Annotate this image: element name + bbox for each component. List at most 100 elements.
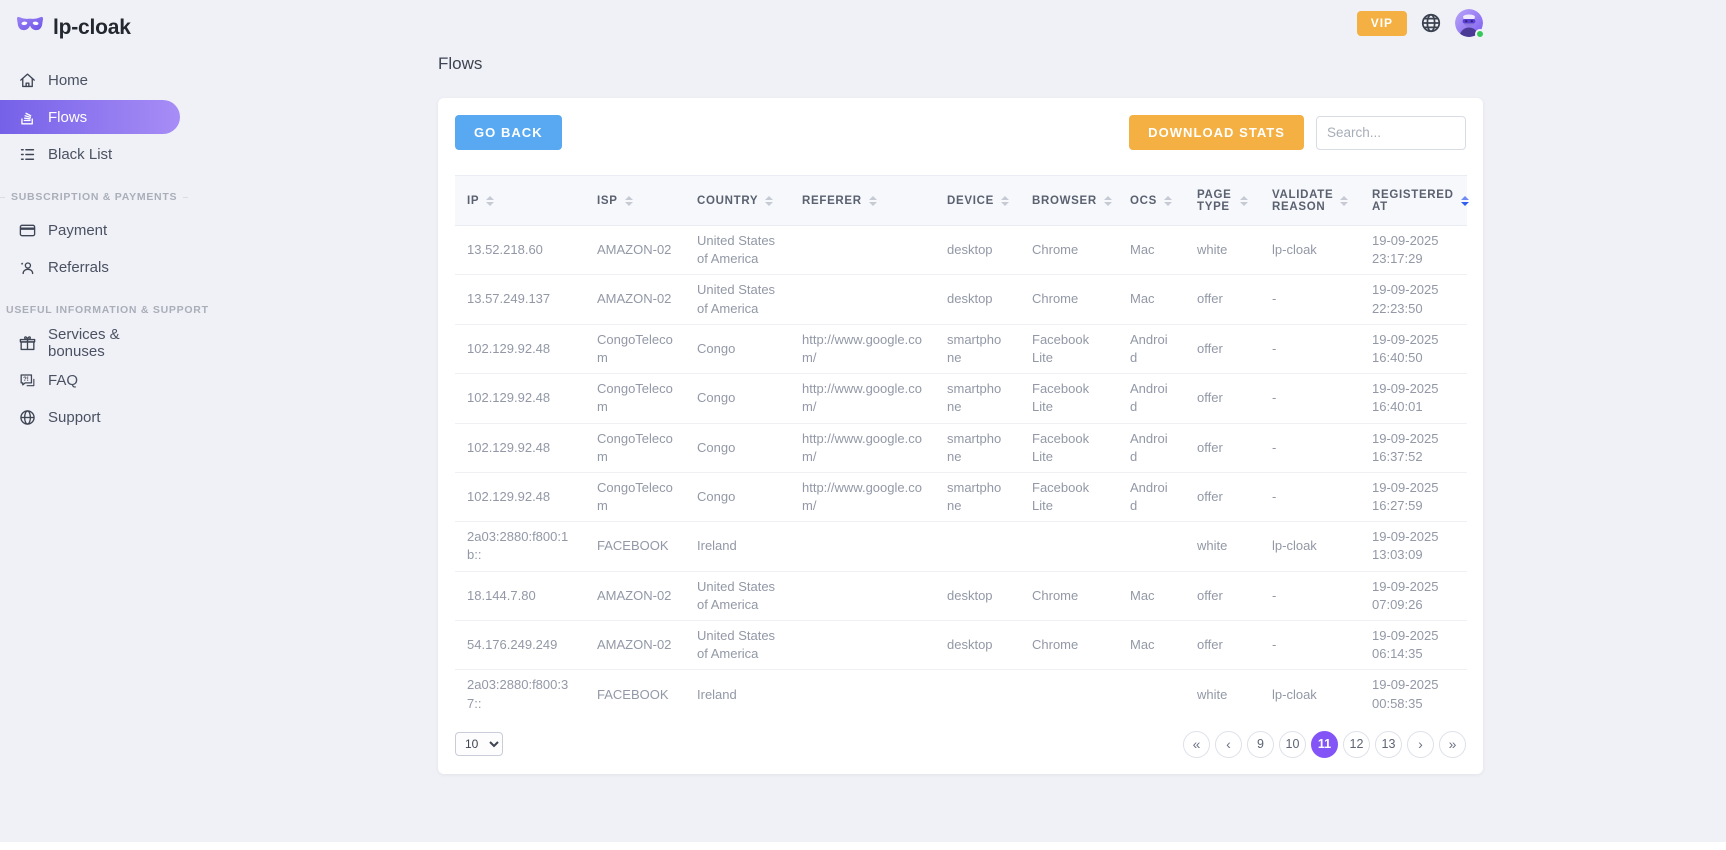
cell-ocs: Android (1118, 324, 1185, 375)
sort-icon (486, 195, 495, 206)
cell-validate-reason: lp-cloak (1260, 225, 1360, 276)
col-header-country[interactable]: COUNTRY (685, 175, 790, 226)
sort-icon (868, 195, 877, 206)
sidebar-item-faq[interactable]: ?! FAQ (0, 363, 180, 397)
col-header-validate-reason[interactable]: VALIDATE REASON (1260, 175, 1360, 226)
cell-registered-at: 19-09-2025 16:27:59 (1360, 472, 1467, 523)
cell-device: desktop (935, 225, 1020, 276)
cell-ocs: Mac (1118, 620, 1185, 671)
first-page-button[interactable]: « (1183, 730, 1210, 758)
sidebar-item-label: Black List (48, 145, 113, 163)
table-row: 18.144.7.80 AMAZON-02 United States of A… (455, 571, 1467, 622)
cell-validate-reason: - (1260, 423, 1360, 473)
download-stats-button[interactable]: DOWNLOAD STATS (1129, 115, 1304, 150)
sort-icon-active (1460, 195, 1469, 206)
cell-isp: CongoTelecom (585, 423, 685, 473)
cell-registered-at: 19-09-2025 00:58:35 (1372, 677, 1439, 711)
brand: lp-cloak (0, 8, 200, 51)
page-button-10[interactable]: 10 (1279, 730, 1306, 758)
cell-isp: AMAZON-02 (585, 274, 685, 325)
flows-card: GO BACK DOWNLOAD STATS IP (438, 98, 1483, 774)
sidebar-item-referrals[interactable]: Referrals (0, 250, 180, 284)
list-icon (20, 148, 35, 160)
sidebar-item-label: Payment (48, 221, 108, 239)
content: Flows GO BACK DOWNLOAD STATS (438, 54, 1483, 774)
cell-browser: Facebook Lite (1020, 324, 1118, 375)
cell-ip: 2a03:2880:f800:37:: (467, 677, 569, 711)
col-header-ip[interactable]: IP (455, 175, 585, 226)
cell-referer (790, 571, 935, 622)
sidebar: lp-cloak Home Flows Black List SUBSCRIPT… (0, 0, 208, 774)
prev-page-button[interactable]: ‹ (1215, 730, 1242, 758)
cell-device: desktop (935, 274, 1020, 325)
cell-device: smartphone (935, 472, 1020, 523)
cell-browser: Facebook Lite (1020, 472, 1118, 523)
cell-device: smartphone (935, 324, 1020, 375)
col-header-device[interactable]: DEVICE (935, 175, 1020, 226)
cell-ip: 13.57.249.137 (455, 274, 585, 325)
cell-registered-at: 19-09-2025 06:14:35 (1360, 620, 1467, 671)
col-header-referer[interactable]: REFERER (790, 175, 935, 226)
cell-page-type: offer (1185, 423, 1260, 473)
cell-ocs: Android (1118, 472, 1185, 523)
globe-icon (1421, 13, 1441, 33)
cell-page-type: white (1185, 225, 1260, 276)
cell-device: desktop (935, 620, 1020, 671)
cell-referer: http://www.google.com/ (790, 324, 935, 375)
cell-validate-reason: lp-cloak (1260, 521, 1360, 572)
search-input[interactable] (1316, 115, 1466, 150)
table-row: 13.57.249.137 AMAZON-02 United States of… (455, 274, 1467, 325)
col-header-isp[interactable]: ISP (585, 175, 685, 226)
cell-browser: Facebook Lite (1020, 373, 1118, 424)
vip-button[interactable]: VIP (1356, 10, 1407, 36)
col-header-ocs[interactable]: OCS (1118, 175, 1185, 226)
cell-referer (790, 274, 935, 325)
cell-referer (790, 670, 935, 719)
cell-device: smartphone (935, 373, 1020, 424)
go-back-button[interactable]: GO BACK (455, 115, 562, 150)
cell-device: smartphone (935, 423, 1020, 473)
card-toolbar: GO BACK DOWNLOAD STATS (455, 115, 1466, 150)
cell-page-type: offer (1185, 571, 1260, 622)
flows-table: IP ISP COUNTRY REFERER DEVICE BROWSER OC… (455, 175, 1469, 719)
flows-stack-icon (21, 112, 33, 125)
sidebar-item-black-list[interactable]: Black List (0, 137, 180, 171)
table-row: 13.52.218.60 AMAZON-02 United States of … (455, 225, 1467, 276)
sidebar-item-support[interactable]: Support (0, 400, 180, 434)
app: lp-cloak Home Flows Black List SUBSCRIPT… (0, 0, 1498, 774)
cell-country: United States of America (685, 274, 790, 325)
col-header-registered-at[interactable]: REGISTERED AT (1360, 175, 1469, 226)
cell-ip: 102.129.92.48 (455, 423, 585, 473)
last-page-button[interactable]: » (1439, 730, 1466, 758)
sidebar-item-flows[interactable]: Flows (0, 100, 180, 134)
cell-registered-at: 19-09-2025 07:09:26 (1360, 571, 1467, 622)
col-header-browser[interactable]: BROWSER (1020, 175, 1118, 226)
cell-browser: Chrome (1020, 571, 1118, 622)
cell-browser (1020, 521, 1118, 572)
col-header-page-type[interactable]: PAGE TYPE (1185, 175, 1260, 226)
page-button-12[interactable]: 12 (1343, 730, 1370, 758)
page-button-13[interactable]: 13 (1375, 730, 1402, 758)
language-globe-button[interactable] (1420, 12, 1442, 34)
cell-ip: 102.129.92.48 (455, 472, 585, 523)
user-avatar[interactable] (1455, 9, 1485, 39)
cell-validate-reason: - (1260, 472, 1360, 523)
cell-ip: 102.129.92.48 (455, 324, 585, 375)
cell-registered-at: 19-09-2025 16:40:01 (1360, 373, 1467, 424)
page-button-11-active[interactable]: 11 (1311, 730, 1338, 758)
cell-ocs (1118, 670, 1185, 719)
page-size-select[interactable]: 10 (455, 732, 503, 757)
cell-isp: CongoTelecom (585, 373, 685, 424)
cell-country: United States of America (685, 620, 790, 671)
topbar: VIP (200, 0, 1498, 40)
sidebar-item-home[interactable]: Home (0, 63, 180, 97)
cell-country: Congo (685, 472, 790, 523)
cell-page-type: offer (1185, 324, 1260, 375)
next-page-button[interactable]: › (1407, 730, 1434, 758)
cell-validate-reason: - (1260, 274, 1360, 325)
sidebar-item-services-bonuses[interactable]: Services & bonuses (0, 326, 180, 360)
cell-country: Ireland (685, 521, 790, 572)
page-button-9[interactable]: 9 (1247, 730, 1274, 758)
sidebar-item-payment[interactable]: Payment (0, 213, 180, 247)
cell-device (935, 521, 1020, 572)
